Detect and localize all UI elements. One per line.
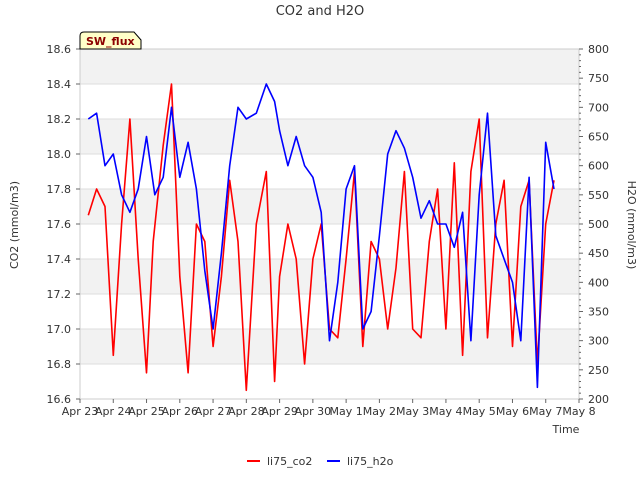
x-tick-label: Apr 24: [95, 405, 132, 418]
x-tick-label: Apr 30: [295, 405, 332, 418]
y-left-tick-label: 18.0: [47, 148, 72, 161]
y-right-tick-label: 750: [588, 72, 609, 85]
y-right-tick-label: 350: [588, 306, 609, 319]
y-right-tick-label: 400: [588, 276, 609, 289]
y-right-tick-label: 250: [588, 364, 609, 377]
plot-band: [80, 259, 579, 294]
y-left-tick-label: 17.2: [47, 288, 72, 301]
y-left-axis-ticks: 16.6 16.8 17.0 17.2 17.4 17.6 17.8 18.0 18.2 18.4…: [47, 43, 80, 406]
x-tick-label: May 1: [330, 405, 363, 418]
x-tick-label: May 6: [496, 405, 529, 418]
y-left-tick-label: 17.8: [47, 183, 72, 196]
sw-flux-badge: SW_flux: [79, 31, 142, 50]
series-line-li75-h2o: [87, 83, 555, 389]
y-right-axis-ticks: 200 250 300 350 400 450 500 550 600 650 700 750 800: [579, 43, 609, 406]
y-left-tick-label: 18.6: [47, 43, 72, 56]
plot-band: [80, 189, 579, 224]
series-lines: [87, 83, 555, 392]
x-tick-label: Apr 25: [128, 405, 165, 418]
legend-label-li75-co2: li75_co2: [267, 455, 312, 468]
x-tick-label: May 3: [396, 405, 429, 418]
plot-band: [80, 49, 579, 84]
x-tick-label: May 7: [529, 405, 562, 418]
y-left-tick-label: 17.4: [47, 253, 72, 266]
badge-shape: [79, 31, 142, 50]
x-tick-label: Apr 28: [228, 405, 265, 418]
x-tick-label: Apr 26: [162, 405, 199, 418]
y-right-tick-label: 650: [588, 131, 609, 144]
x-tick-label: Apr 23: [62, 405, 99, 418]
y-right-tick-label: 700: [588, 101, 609, 114]
x-tick-label: May 8: [562, 405, 595, 418]
legend-label-li75-h2o: li75_h2o: [347, 455, 394, 468]
y-right-tick-label: 200: [588, 393, 609, 406]
x-tick-label: May 4: [429, 405, 462, 418]
y-right-tick-label: 300: [588, 335, 609, 348]
y-right-tick-label: 550: [588, 189, 609, 202]
x-tick-label: May 5: [463, 405, 496, 418]
chart-title: CO2 and H2O: [276, 4, 365, 19]
y-left-tick-label: 16.8: [47, 358, 72, 371]
x-tick-label: Apr 27: [195, 405, 232, 418]
badge-label: SW_flux: [86, 35, 135, 48]
plot-band: [80, 119, 579, 154]
y-right-axis-label: H2O (mmol/m3): [625, 181, 638, 270]
x-tick-label: May 2: [363, 405, 396, 418]
y-left-tick-label: 16.6: [47, 393, 72, 406]
y-left-tick-label: 18.2: [47, 113, 72, 126]
x-tick-label: Apr 29: [261, 405, 298, 418]
y-left-tick-label: 18.4: [47, 78, 72, 91]
legend: li75_co2 li75_h2o: [247, 455, 394, 468]
y-right-tick-label: 450: [588, 247, 609, 260]
x-axis-label: Time: [552, 423, 580, 436]
y-left-tick-label: 17.0: [47, 323, 72, 336]
y-right-tick-label: 600: [588, 160, 609, 173]
y-left-tick-label: 17.6: [47, 218, 72, 231]
y-left-axis-label: CO2 (mmol/m3): [8, 181, 21, 269]
y-right-tick-label: 500: [588, 218, 609, 231]
y-right-tick-label: 800: [588, 43, 609, 56]
